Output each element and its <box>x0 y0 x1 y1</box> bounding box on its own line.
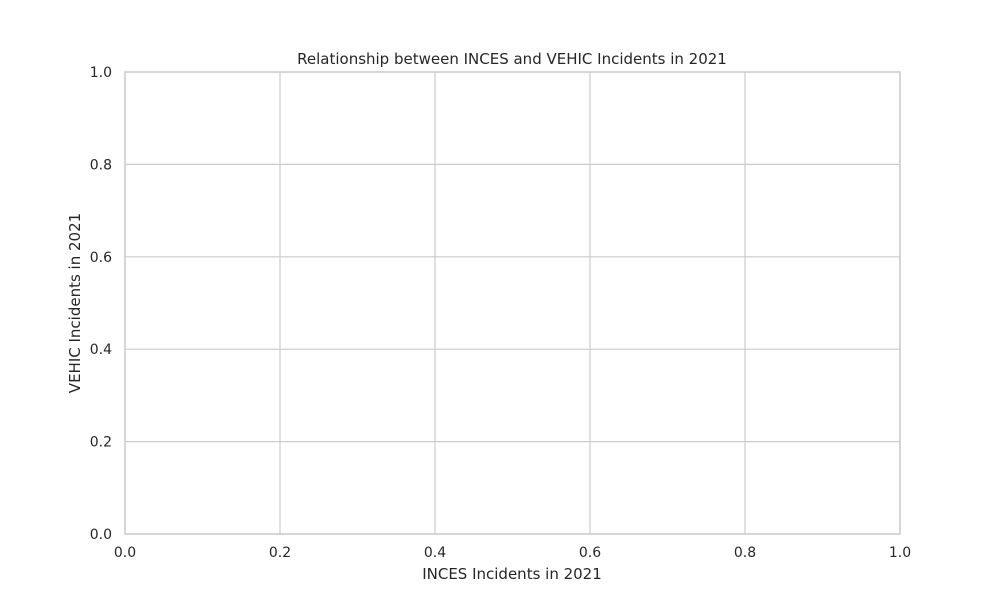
x-tick-label: 0.4 <box>424 545 446 561</box>
x-tick-label: 0.2 <box>269 545 291 561</box>
x-tick-label: 0.8 <box>734 545 756 561</box>
y-axis-label: VEHIC Incidents in 2021 <box>66 213 84 393</box>
x-axis-ticks: 0.0 0.2 0.4 0.6 0.8 1.0 <box>114 545 911 561</box>
y-tick-label: 0.2 <box>90 435 112 451</box>
x-axis-label: INCES Incidents in 2021 <box>422 565 602 583</box>
y-axis-ticks: 0.0 0.2 0.4 0.6 0.8 1.0 <box>90 65 112 543</box>
x-tick-label: 0.6 <box>579 545 601 561</box>
y-tick-label: 0.0 <box>90 527 112 543</box>
plot-frame <box>124 71 901 535</box>
y-tick-label: 0.8 <box>90 157 112 173</box>
grid <box>124 71 901 535</box>
y-tick-label: 0.4 <box>90 342 112 358</box>
y-tick-label: 0.6 <box>90 250 112 266</box>
y-tick-label: 1.0 <box>90 65 112 81</box>
x-tick-label: 0.0 <box>114 545 136 561</box>
chart-title: Relationship between INCES and VEHIC Inc… <box>297 50 727 68</box>
x-tick-label: 1.0 <box>889 545 911 561</box>
